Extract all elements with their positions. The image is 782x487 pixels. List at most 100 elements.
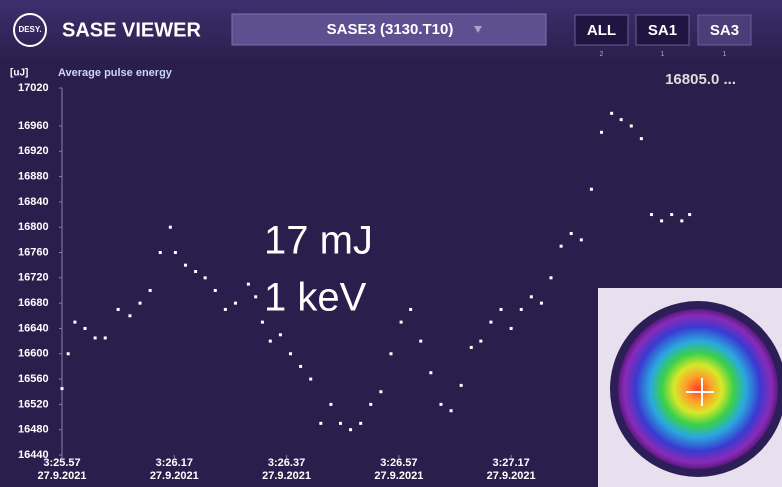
point — [459, 383, 463, 387]
logo: DESY. — [18, 25, 41, 34]
point — [268, 339, 272, 343]
point — [329, 402, 333, 406]
point — [369, 402, 373, 406]
x-tick-date: 27.9.2021 — [150, 470, 199, 482]
y-tick-label: 16440 — [18, 449, 49, 461]
button-label: SA1 — [648, 22, 677, 39]
point — [203, 276, 207, 280]
x-tick-date: 27.9.2021 — [374, 470, 423, 482]
y-tick-label: 16520 — [18, 398, 49, 410]
annotation: 1 keV — [264, 276, 367, 320]
dropdown[interactable] — [231, 13, 547, 46]
x-tick-label: 3:25.57 — [43, 457, 80, 469]
y-unit: [uJ] — [10, 68, 28, 79]
app-title: SASE VIEWER — [62, 19, 201, 41]
x-tick-date: 27.9.2021 — [38, 470, 87, 482]
point — [148, 288, 152, 292]
point — [254, 295, 258, 299]
point — [246, 282, 250, 286]
y-tick-label: 17020 — [18, 82, 49, 94]
point — [589, 187, 593, 191]
point — [223, 307, 227, 311]
point — [660, 219, 664, 223]
button-count: 1 — [723, 51, 727, 58]
point — [73, 320, 77, 324]
current-value: 16805.0 ... — [665, 71, 736, 88]
x-tick-label: 3:26.37 — [268, 457, 305, 469]
point — [338, 421, 342, 425]
y-tick-label: 16600 — [18, 348, 49, 360]
dropdown-label: SASE3 (3130.T10) — [327, 21, 454, 38]
y-tick-label: 16480 — [18, 424, 49, 436]
point — [489, 320, 493, 324]
y-tick-label: 16760 — [18, 246, 49, 258]
point — [529, 295, 533, 299]
point — [569, 232, 573, 236]
button-label: ALL — [587, 22, 616, 39]
y-tick-label: 16920 — [18, 145, 49, 157]
x-tick-label: 3:27.17 — [492, 457, 529, 469]
x-tick-date: 27.9.2021 — [487, 470, 536, 482]
point — [469, 345, 473, 349]
point — [419, 339, 423, 343]
y-tick-label: 16800 — [18, 221, 49, 233]
y-tick-label: 16840 — [18, 196, 49, 208]
x-tick-date: 27.9.2021 — [262, 470, 311, 482]
point — [559, 244, 563, 248]
y-tick-label: 16560 — [18, 373, 49, 385]
x-tick-label: 3:26.17 — [156, 457, 193, 469]
point — [670, 213, 674, 217]
point — [429, 371, 433, 375]
point — [549, 276, 553, 280]
point — [184, 263, 188, 267]
y-tick-label: 16960 — [18, 120, 49, 132]
point — [116, 307, 120, 311]
button-label: SA3 — [710, 22, 739, 39]
point — [479, 339, 483, 343]
y-tick-label: 16680 — [18, 297, 49, 309]
point — [610, 111, 614, 115]
y-tick-label: 16640 — [18, 322, 49, 334]
point — [639, 137, 643, 141]
point — [60, 387, 64, 391]
point — [389, 352, 393, 356]
beam-inset — [598, 288, 782, 487]
point — [213, 288, 217, 292]
point — [649, 213, 653, 217]
point — [288, 352, 292, 356]
point — [399, 320, 403, 324]
point — [619, 118, 623, 122]
point — [449, 409, 453, 413]
point — [379, 390, 383, 394]
button[interactable] — [697, 14, 752, 46]
point — [83, 326, 87, 330]
button[interactable] — [574, 14, 629, 46]
button[interactable] — [635, 14, 690, 46]
point — [158, 251, 162, 255]
chart-title: Average pulse energy — [58, 67, 173, 79]
point — [539, 301, 543, 305]
point — [66, 352, 70, 356]
annotation: 17 mJ — [264, 219, 373, 263]
x-tick-label: 3:26.57 — [380, 457, 417, 469]
point — [499, 307, 503, 311]
point — [519, 307, 523, 311]
point — [138, 301, 142, 305]
point — [409, 307, 413, 311]
point — [168, 225, 172, 229]
point — [680, 219, 684, 223]
button-count: 1 — [661, 51, 665, 58]
dropdown-arrow — [474, 26, 482, 33]
point — [278, 333, 282, 337]
point — [128, 314, 132, 318]
point — [309, 377, 313, 381]
point — [579, 238, 583, 242]
point — [233, 301, 237, 305]
y-tick-label: 16720 — [18, 272, 49, 284]
point — [688, 213, 692, 217]
point — [439, 402, 443, 406]
point — [629, 124, 633, 128]
y-tick-label: 16880 — [18, 170, 49, 182]
point — [600, 130, 604, 134]
